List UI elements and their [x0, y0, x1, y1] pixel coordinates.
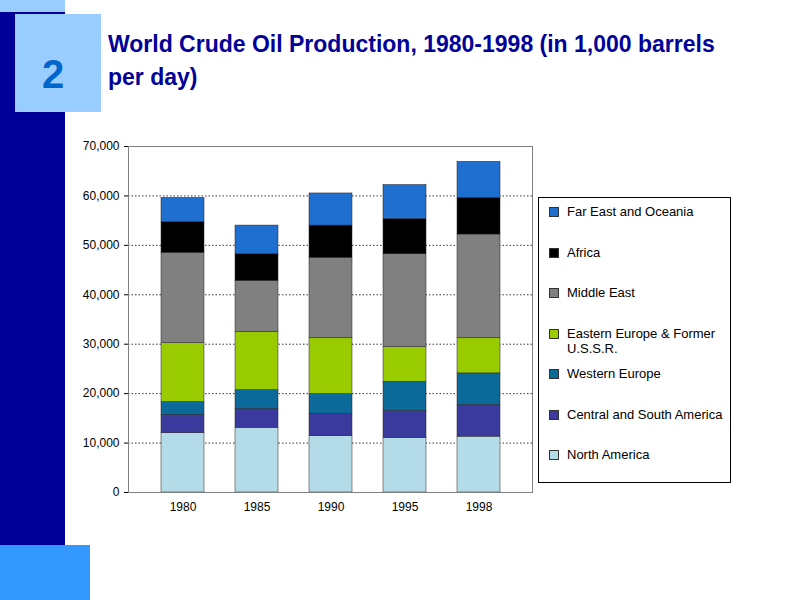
svg-text:1995: 1995 [392, 500, 419, 514]
svg-text:70,000: 70,000 [83, 139, 120, 153]
svg-text:1980: 1980 [170, 500, 197, 514]
svg-text:1990: 1990 [318, 500, 345, 514]
svg-text:30,000: 30,000 [83, 337, 120, 351]
svg-text:20,000: 20,000 [83, 386, 120, 400]
html-text:2: 2 [42, 52, 65, 96]
svg-text:40,000: 40,000 [83, 288, 120, 302]
html-text:Eastern Europe & Former U.S.S.: Eastern Europe & Former U.S.S.R. [567, 325, 716, 356]
svg-text:1998: 1998 [466, 500, 493, 514]
html-text:Middle East: Middle East [567, 285, 635, 300]
svg-text:50,000: 50,000 [83, 238, 120, 252]
html-text:World Crude Oil Production, 19: World Crude Oil Production, 1980-1998 (i… [108, 31, 715, 90]
html-text:Western Europe: Western Europe [567, 366, 661, 381]
html-text:Central and South America: Central and South America [567, 406, 723, 422]
html-text:North America: North America [567, 447, 650, 462]
svg-text:1985: 1985 [244, 500, 271, 514]
svg-text:10,000: 10,000 [83, 436, 120, 450]
svg-text:60,000: 60,000 [83, 189, 120, 203]
html-text:Africa: Africa [567, 244, 601, 260]
svg-text:0: 0 [113, 485, 120, 499]
html-text:Far East and Oceania: Far East and Oceania [567, 204, 694, 219]
